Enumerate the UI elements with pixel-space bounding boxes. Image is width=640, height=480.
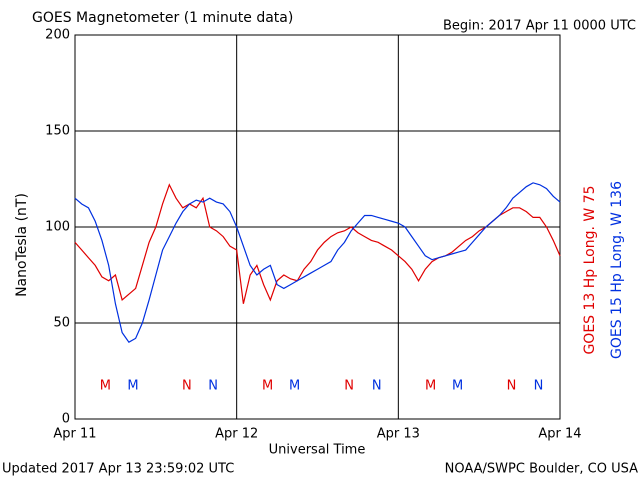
chart-title: GOES Magnetometer (1 minute data) bbox=[32, 10, 293, 26]
y-axis-label: NanoTesla (nT) bbox=[14, 193, 30, 297]
event-marker: N bbox=[507, 379, 517, 394]
event-marker: M bbox=[100, 379, 111, 394]
series-label: GOES 13 Hp Long. W 75 bbox=[582, 185, 598, 354]
y-tick-label: 0 bbox=[62, 412, 70, 427]
event-marker: N bbox=[344, 379, 354, 394]
y-tick-label: 50 bbox=[53, 316, 70, 331]
event-marker: M bbox=[262, 379, 273, 394]
event-marker: M bbox=[425, 379, 436, 394]
y-tick-label: 200 bbox=[45, 28, 70, 43]
series-label: GOES 15 Hp Long. W 136 bbox=[609, 181, 625, 359]
footer-left: Updated 2017 Apr 13 23:59:02 UTC bbox=[2, 462, 234, 477]
event-marker: M bbox=[289, 379, 300, 394]
x-axis-label: Universal Time bbox=[269, 443, 366, 458]
event-marker: M bbox=[127, 379, 138, 394]
event-marker: N bbox=[208, 379, 218, 394]
footer-right: NOAA/SWPC Boulder, CO USA bbox=[445, 462, 638, 477]
event-marker: N bbox=[534, 379, 544, 394]
event-marker: N bbox=[372, 379, 382, 394]
event-marker: M bbox=[452, 379, 463, 394]
x-tick-label: Apr 13 bbox=[377, 427, 420, 442]
y-tick-label: 100 bbox=[45, 220, 70, 235]
x-tick-label: Apr 12 bbox=[215, 427, 258, 442]
series-line bbox=[74, 183, 561, 304]
chart-subtitle: Begin: 2017 Apr 11 0000 UTC bbox=[443, 19, 636, 34]
y-tick-label: 150 bbox=[45, 124, 70, 139]
series-line bbox=[74, 182, 561, 343]
x-tick-label: Apr 11 bbox=[53, 427, 96, 442]
event-marker: N bbox=[182, 379, 192, 394]
x-tick-label: Apr 14 bbox=[538, 427, 581, 442]
